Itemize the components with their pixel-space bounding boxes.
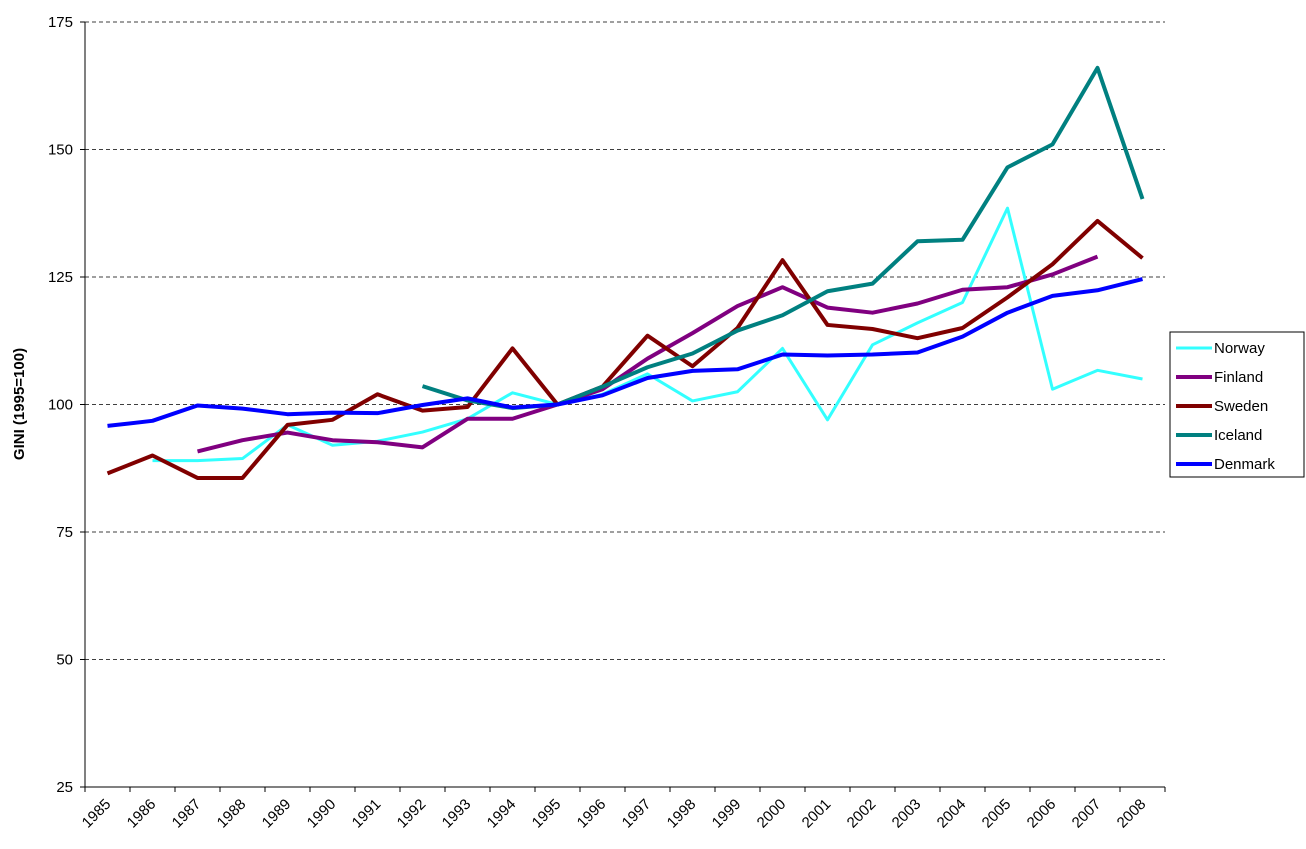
x-tick-label: 1995 <box>529 796 565 832</box>
x-tick-label: 1994 <box>484 796 520 832</box>
x-tick-label: 1986 <box>124 796 160 832</box>
x-tick-label: 2004 <box>934 796 970 832</box>
x-tick-label: 2005 <box>979 796 1015 832</box>
x-tick-label: 1999 <box>709 796 745 832</box>
series-line <box>197 254 1099 454</box>
x-tick-label: 1993 <box>439 796 475 832</box>
x-tick-label: 1998 <box>664 796 700 832</box>
x-tick-label: 1989 <box>259 796 295 832</box>
x-tick-label: 1996 <box>574 796 610 832</box>
x-tick-label: 2008 <box>1114 796 1150 832</box>
legend-label: Norway <box>1214 340 1265 357</box>
y-tick-label: 100 <box>48 397 73 414</box>
x-tick-label: 2003 <box>889 796 925 832</box>
x-tick-label: 2006 <box>1024 796 1060 832</box>
x-tick-label: 1987 <box>169 796 205 832</box>
x-tick-label: 1997 <box>619 796 655 832</box>
legend-label: Finland <box>1214 369 1263 386</box>
x-tick-label: 1985 <box>79 796 115 832</box>
y-tick-label: 75 <box>56 524 73 541</box>
series-line <box>421 65 1145 411</box>
legend-label: Denmark <box>1214 456 1275 473</box>
y-tick-label: 175 <box>48 14 73 31</box>
x-tick-label: 1990 <box>304 796 340 832</box>
x-tick-label: 1988 <box>214 796 250 832</box>
y-tick-label: 125 <box>48 269 73 286</box>
legend-label: Sweden <box>1214 398 1268 415</box>
y-tick-label: 50 <box>56 652 73 669</box>
y-tick-label: 25 <box>56 779 73 796</box>
y-tick-label: 150 <box>48 142 73 159</box>
legend-label: Iceland <box>1214 427 1262 444</box>
series-line <box>106 218 1144 480</box>
x-tick-label: 2000 <box>754 796 790 832</box>
x-tick-label: 1991 <box>349 796 385 832</box>
x-tick-label: 2001 <box>799 796 835 832</box>
y-axis-label: GINI (1995=100) <box>11 348 28 460</box>
x-tick-label: 2007 <box>1069 796 1105 832</box>
x-tick-label: 1992 <box>394 796 430 832</box>
series-line <box>107 277 1143 428</box>
x-tick-label: 2002 <box>844 796 880 832</box>
